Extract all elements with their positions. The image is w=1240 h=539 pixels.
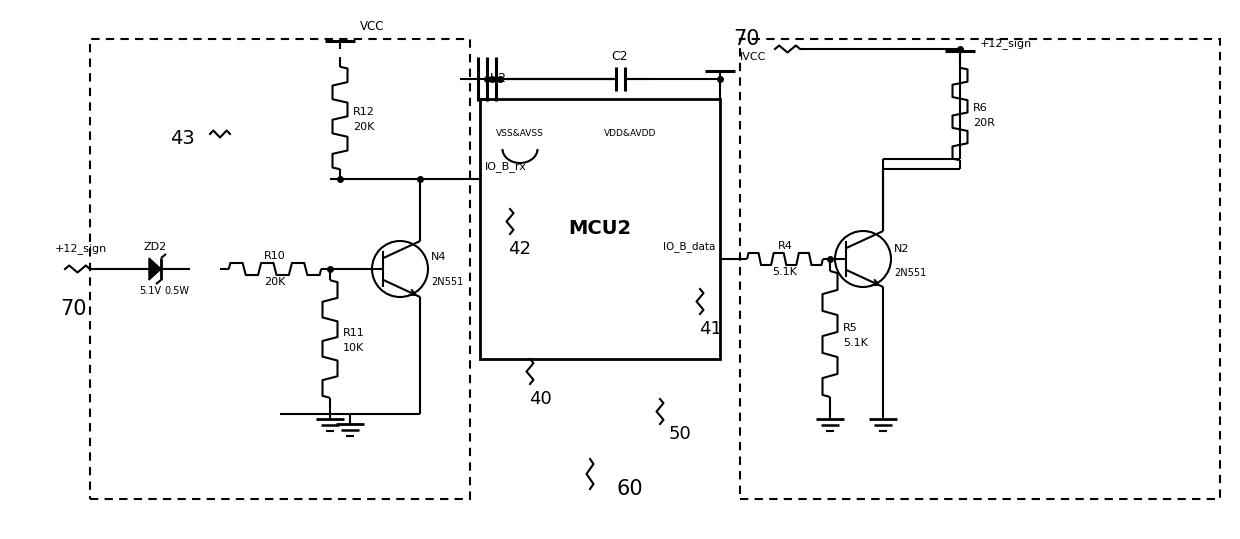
Text: VSS&AVSS: VSS&AVSS	[496, 129, 544, 139]
Text: N4: N4	[432, 252, 446, 262]
Text: 5.1K: 5.1K	[773, 267, 797, 277]
Text: 2N551: 2N551	[894, 268, 926, 278]
Text: IO_B_rx: IO_B_rx	[485, 162, 527, 172]
Text: 40: 40	[528, 390, 552, 408]
Text: VCC: VCC	[360, 20, 384, 33]
Text: 60: 60	[616, 479, 644, 499]
Text: R5: R5	[843, 323, 858, 333]
Text: IVCC: IVCC	[740, 52, 766, 62]
Text: 0.5W: 0.5W	[165, 286, 190, 296]
Text: IO_B_data: IO_B_data	[662, 241, 715, 252]
Text: VDD&AVDD: VDD&AVDD	[604, 129, 656, 139]
Text: +12_sign: +12_sign	[980, 39, 1032, 50]
Text: 5.1V: 5.1V	[139, 286, 161, 296]
Text: 20K: 20K	[353, 122, 374, 132]
Polygon shape	[149, 258, 161, 280]
Text: 2N551: 2N551	[432, 277, 464, 287]
Text: R4: R4	[777, 241, 792, 251]
Text: N2: N2	[894, 244, 909, 254]
Text: R12: R12	[353, 107, 374, 117]
Text: MCU2: MCU2	[568, 219, 631, 238]
Text: 70: 70	[60, 299, 87, 319]
Text: 41: 41	[698, 320, 722, 338]
Text: +12_sign: +12_sign	[55, 244, 107, 254]
Text: 42: 42	[508, 240, 532, 258]
Text: 70: 70	[734, 29, 760, 49]
Text: 20K: 20K	[264, 277, 285, 287]
Text: 20R: 20R	[973, 118, 994, 128]
Text: U2: U2	[490, 73, 507, 86]
Text: 10K: 10K	[343, 343, 365, 353]
Text: R11: R11	[343, 328, 365, 338]
Text: 43: 43	[170, 129, 195, 149]
Text: 5.1K: 5.1K	[843, 338, 868, 348]
Text: C2: C2	[611, 51, 629, 64]
Text: 50: 50	[668, 425, 692, 443]
Text: ZD2: ZD2	[144, 242, 166, 252]
Text: R10: R10	[264, 251, 286, 261]
Text: R6: R6	[973, 103, 988, 113]
